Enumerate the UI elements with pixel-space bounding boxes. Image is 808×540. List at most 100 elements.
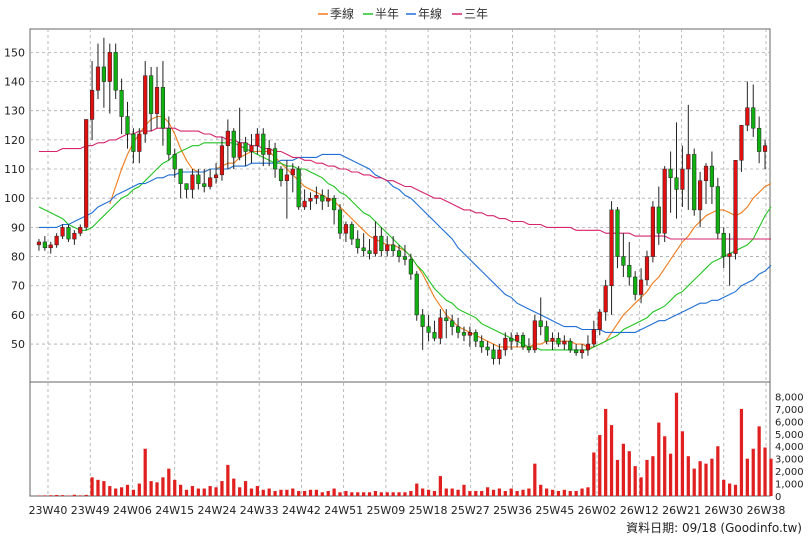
candle-body — [373, 235, 378, 254]
volume-bar — [403, 492, 407, 496]
candle-body — [379, 235, 384, 251]
volume-bar — [314, 489, 319, 496]
x-tick-label: 26W02 — [578, 504, 617, 517]
ma-line-年線 — [39, 153, 772, 333]
candle-body — [178, 168, 183, 184]
volume-bar — [49, 495, 53, 496]
x-tick-label: 24W51 — [324, 504, 363, 517]
candle-body — [656, 206, 661, 234]
volume-bar — [297, 491, 301, 496]
candle-body — [166, 127, 171, 155]
candle-body — [273, 148, 278, 170]
volume-bar — [751, 448, 755, 496]
volume-tick-label: 1,000 — [775, 480, 804, 491]
candle-body — [302, 200, 307, 208]
price-tick-label: 80 — [11, 251, 25, 264]
volume-bar — [769, 458, 773, 496]
volume-bar — [568, 491, 572, 496]
candle-body — [267, 148, 272, 155]
x-axis: 23W40 23W49 24W06 24W15 24W24 24W33 24W42 24W51… — [29, 504, 786, 517]
volume-bar — [43, 495, 47, 496]
volume-tick-label: 8,000 — [775, 392, 804, 403]
candle-body — [662, 168, 667, 234]
x-tick-label: 26W30 — [704, 504, 743, 517]
volume-bar — [592, 452, 596, 496]
legend-label: 三年 — [464, 7, 488, 21]
candle-body — [674, 177, 679, 190]
volume-bar — [462, 484, 466, 496]
volume-bar — [179, 484, 183, 496]
volume-bar — [243, 481, 248, 496]
candle-body — [361, 247, 366, 251]
candle-body — [231, 130, 236, 158]
volume-bar — [503, 491, 507, 496]
volume-bar — [480, 491, 484, 496]
volume-bar — [184, 489, 189, 496]
candle-body — [137, 133, 142, 152]
candle-body — [579, 349, 585, 354]
x-tick-label: 25W18 — [409, 504, 448, 517]
candle-body — [119, 90, 124, 117]
volume-bar — [710, 458, 714, 496]
volume-bar — [362, 492, 366, 496]
volume-bar — [161, 477, 165, 496]
volume-bar — [226, 464, 230, 496]
volume-bar — [432, 491, 437, 496]
volume-bar — [125, 484, 130, 496]
volume-bar — [527, 488, 531, 496]
candle-body — [143, 75, 148, 135]
candle-body — [296, 168, 301, 208]
candle-body — [727, 253, 732, 257]
volume-bar — [338, 492, 342, 496]
candle-body — [72, 232, 77, 240]
candle-body — [332, 197, 337, 211]
candle-body — [515, 335, 520, 342]
candle-body — [621, 256, 626, 266]
volume-bar — [367, 492, 372, 496]
candle-body — [668, 168, 673, 179]
candle-body — [343, 224, 348, 234]
candle-body — [243, 142, 248, 152]
candle-body — [190, 174, 195, 190]
candle-body — [450, 320, 455, 327]
volume-bar — [285, 489, 289, 496]
candle-body — [698, 180, 703, 211]
volume-bar — [580, 488, 584, 496]
candle-body — [314, 195, 319, 199]
volume-bar — [668, 453, 673, 496]
volume-tick-label: 2,000 — [775, 467, 804, 478]
candle-body — [550, 337, 555, 342]
volume-bar — [356, 492, 360, 496]
candle-body — [473, 332, 478, 342]
volume-bar — [674, 392, 679, 496]
volume-bar — [627, 451, 631, 496]
volume-bar — [491, 489, 496, 496]
x-tick-label: 25W09 — [366, 504, 405, 517]
candle-body — [633, 276, 638, 295]
volume-bar — [291, 488, 295, 496]
candle-body — [544, 326, 549, 342]
candle-body — [479, 340, 484, 348]
volume-tick-label: 3,000 — [775, 455, 804, 466]
volume-bar — [745, 458, 749, 496]
candle-body — [337, 209, 343, 234]
volume-bar — [155, 482, 159, 496]
price-tick-label: 60 — [11, 309, 25, 322]
volume-bar — [37, 495, 41, 497]
candle-body — [36, 241, 42, 246]
volume-bar — [196, 488, 200, 496]
volume-bar — [598, 435, 602, 496]
candle-body — [585, 343, 591, 351]
candle-body — [125, 116, 130, 135]
candle-body — [456, 326, 461, 333]
volume-bar — [208, 486, 212, 496]
candle-body — [709, 165, 714, 187]
candle-body — [615, 209, 620, 257]
volume-bar — [657, 422, 661, 496]
price-tick-label: 90 — [11, 221, 25, 234]
volume-bar — [167, 468, 171, 496]
volume-bar — [716, 446, 720, 496]
candle-body — [237, 142, 242, 158]
candle-body — [597, 311, 602, 330]
